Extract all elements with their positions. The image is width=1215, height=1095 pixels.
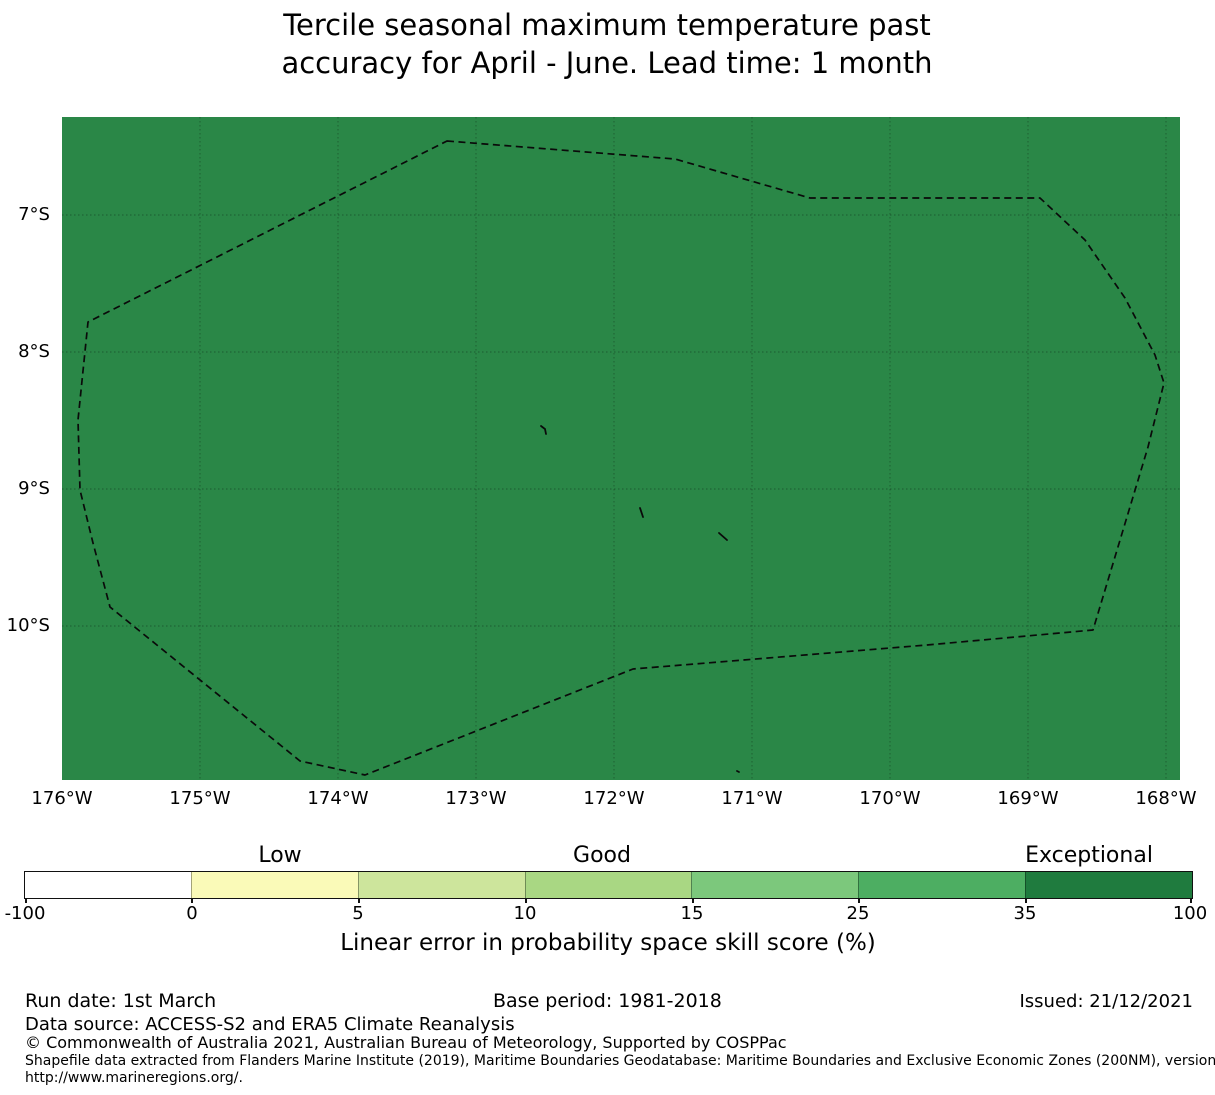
- colorbar-tick-25: 25: [846, 903, 870, 924]
- colorbar-tickmark: [858, 899, 860, 903]
- x-tick-171w: 171°W: [721, 788, 783, 809]
- colorbar-category-good: Good: [573, 843, 631, 868]
- colorbar-segment-2: [190, 872, 358, 898]
- footer-copyright: © Commonwealth of Australia 2021, Austra…: [25, 1033, 787, 1052]
- x-tick-170w: 170°W: [859, 788, 921, 809]
- colorbar-segment-4: [524, 872, 692, 898]
- colorbar-tickmark: [692, 899, 694, 903]
- island-mark: [718, 532, 728, 541]
- colorbar-tick-5: 5: [352, 903, 364, 924]
- colorbar-tick-neg100: -100: [4, 903, 46, 924]
- figure-title-line1: Tercile seasonal maximum temperature pas…: [283, 8, 931, 42]
- footer-shapefile-attribution-line1: Shapefile data extracted from Flanders M…: [25, 1053, 1215, 1069]
- colorbar: [24, 871, 1193, 899]
- y-tick-10s: 10°S: [6, 615, 50, 636]
- colorbar-category-exceptional: Exceptional: [1025, 843, 1153, 868]
- x-tick-174w: 174°W: [307, 788, 369, 809]
- y-tick-9s: 9°S: [18, 478, 50, 499]
- eez-boundary: [77, 140, 1165, 776]
- colorbar-axis-label: Linear error in probability space skill …: [340, 930, 876, 956]
- colorbar-segment-6: [858, 872, 1026, 898]
- map-svg: [62, 117, 1180, 780]
- x-tick-168w: 168°W: [1135, 788, 1197, 809]
- colorbar-tickmark: [525, 899, 527, 903]
- colorbar-tick-10: 10: [513, 903, 537, 924]
- map-canvas: [62, 117, 1180, 780]
- colorbar-tickmark: [1190, 899, 1192, 903]
- colorbar-tick-35: 35: [1013, 903, 1037, 924]
- figure-title: Tercile seasonal maximum temperature pas…: [157, 6, 1057, 82]
- colorbar-tickmark: [358, 899, 360, 903]
- colorbar-tick-100: 100: [1172, 903, 1208, 924]
- graticule-gridlines: [62, 117, 1180, 780]
- footer-shapefile-attribution-line2: http://www.marineregions.org/.: [25, 1070, 243, 1086]
- colorbar-tick-0: 0: [186, 903, 198, 924]
- colorbar-tickmark: [1025, 899, 1027, 903]
- x-tick-173w: 173°W: [445, 788, 507, 809]
- figure-title-line2: accuracy for April - June. Lead time: 1 …: [281, 46, 933, 80]
- x-tick-175w: 175°W: [169, 788, 231, 809]
- colorbar-tickmark: [191, 899, 193, 903]
- colorbar-tick-15: 15: [680, 903, 704, 924]
- colorbar-segment-3: [357, 872, 525, 898]
- y-tick-7s: 7°S: [18, 204, 50, 225]
- island-mark: [639, 507, 644, 518]
- x-tick-176w: 176°W: [31, 788, 93, 809]
- footer-run-date: Run date: 1st March: [25, 990, 217, 1012]
- x-tick-172w: 172°W: [583, 788, 645, 809]
- footer-data-source: Data source: ACCESS-S2 and ERA5 Climate …: [25, 1014, 515, 1035]
- footer-issued-date: Issued: 21/12/2021: [1019, 991, 1193, 1012]
- x-tick-169w: 169°W: [997, 788, 1059, 809]
- island-mark: [540, 425, 547, 435]
- island-mark: [736, 770, 740, 773]
- colorbar-category-low: Low: [258, 843, 302, 868]
- colorbar-segment-5: [691, 872, 859, 898]
- island-marks: [540, 425, 740, 773]
- colorbar-segment-7: [1025, 872, 1193, 898]
- colorbar-segment-1: [25, 872, 191, 898]
- footer-base-period: Base period: 1981-2018: [493, 990, 722, 1012]
- y-tick-8s: 8°S: [18, 341, 50, 362]
- colorbar-tickmark: [25, 899, 27, 903]
